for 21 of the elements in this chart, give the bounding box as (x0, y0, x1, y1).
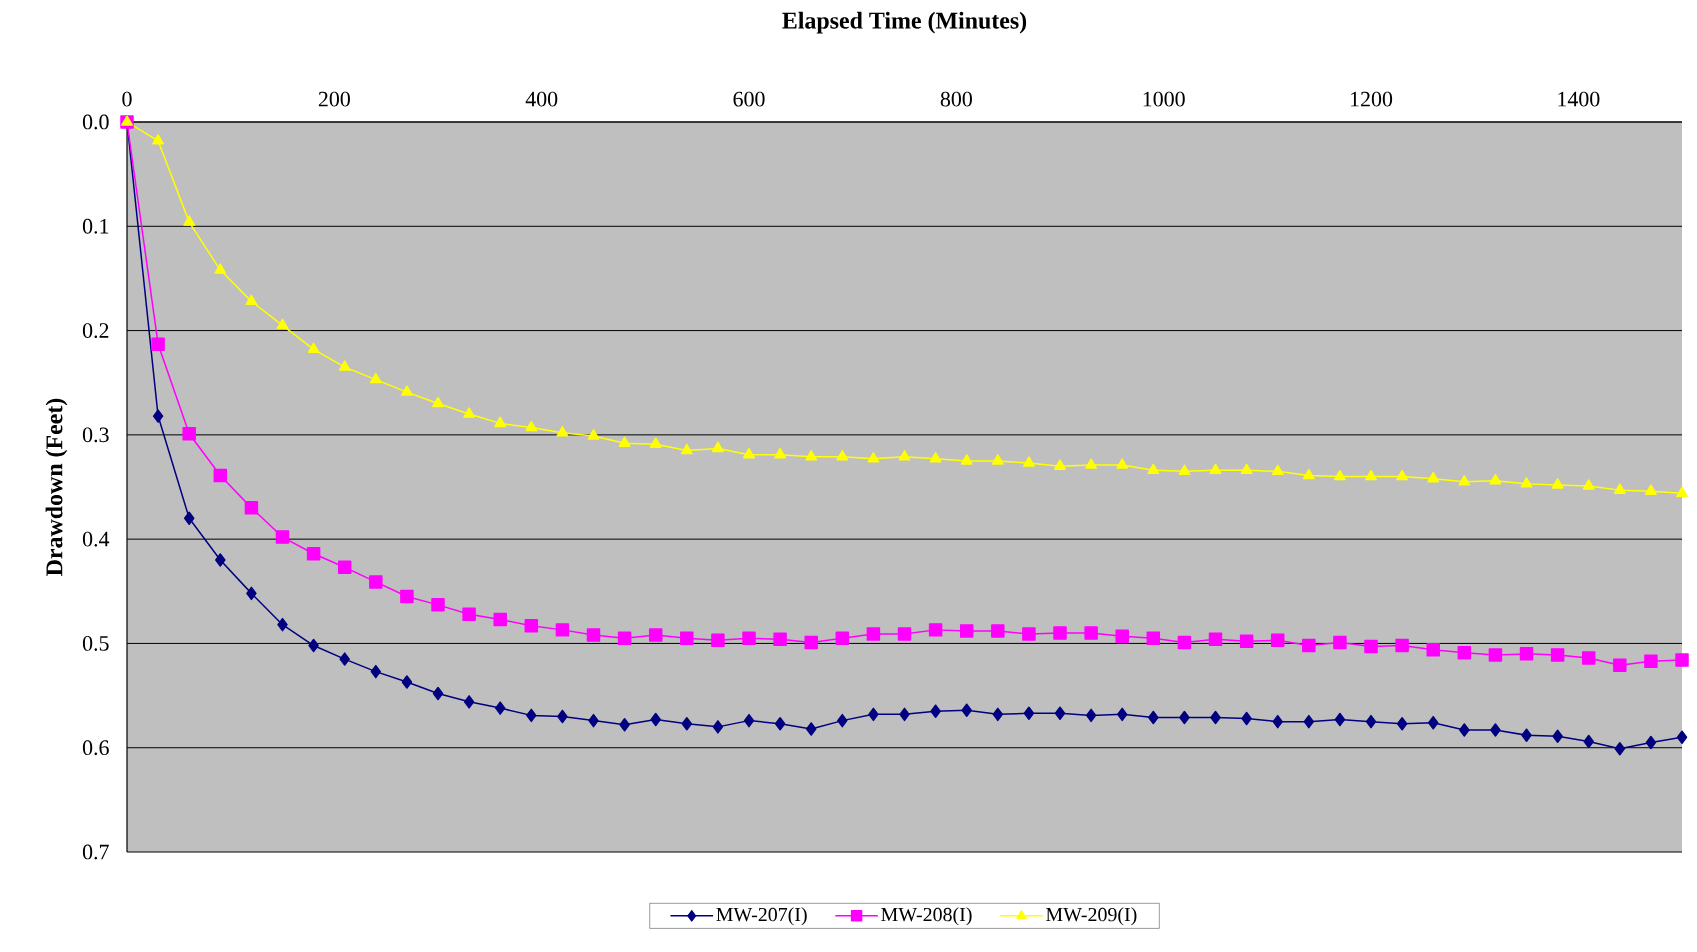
y-tick-label: 0.0 (82, 114, 109, 130)
x-tick-label: 200 (318, 91, 350, 107)
legend-label: MW-208(I) (881, 907, 972, 926)
x-tick-label: 1400 (1558, 91, 1600, 107)
x-tick-label: 400 (525, 91, 558, 107)
y-tick-label: 0.3 (82, 427, 109, 443)
legend-label: MW-209(I) (1046, 907, 1137, 926)
legend-label: MW-207(I) (716, 907, 807, 926)
y-tick-label: 0.1 (82, 218, 109, 234)
y-axis-title: Drawdown (Feet) (45, 398, 68, 576)
y-tick-label: 0.5 (82, 635, 109, 651)
x-tick-label: 1200 (1351, 91, 1393, 107)
x-tick-label: 0 (122, 91, 132, 107)
y-tick-label: 0.6 (82, 740, 109, 756)
x-tick-label: 1000 (1143, 91, 1185, 107)
y-tick-label: 0.2 (82, 323, 109, 339)
x-tick-label: 600 (733, 91, 765, 107)
x-tick-label: 800 (940, 91, 972, 107)
chart-title: Elapsed Time (Minutes) (782, 11, 1027, 34)
y-tick-label: 0.7 (82, 844, 109, 860)
y-tick-label: 0.4 (82, 531, 110, 547)
